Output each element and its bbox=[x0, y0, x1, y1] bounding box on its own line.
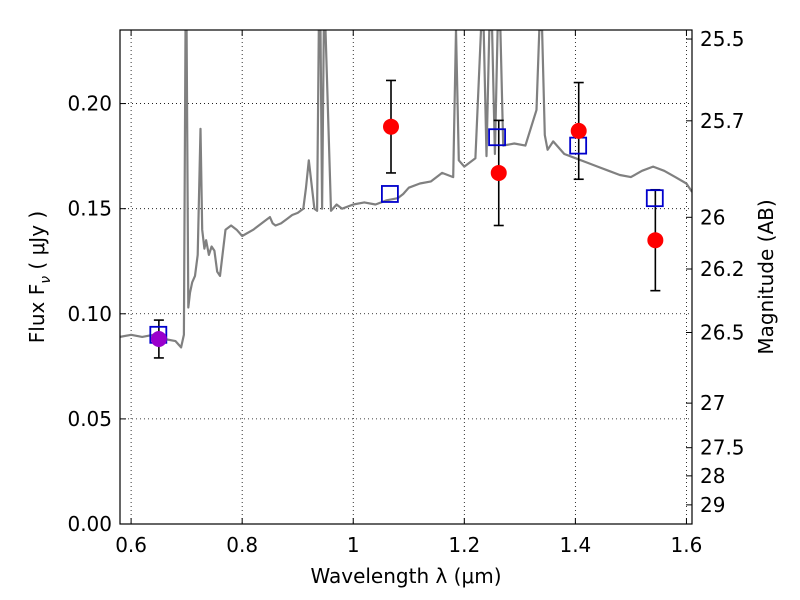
plot-clipped-group bbox=[120, 30, 692, 359]
y-tick-label: 0.00 bbox=[67, 512, 112, 536]
plot-frame bbox=[119, 29, 693, 525]
y2-tick-label: 28 bbox=[700, 464, 725, 488]
tick-layer: 0.6 0.8 1 1.2 1.4 1.6 0.00 0.05 0.10 0.15 0.20 25.5… bbox=[67, 27, 744, 557]
x-tick-label: 1.6 bbox=[671, 533, 703, 557]
model-square-marker bbox=[488, 128, 506, 147]
y2-tick-label: 27.5 bbox=[700, 436, 745, 460]
x-axis-label: Wavelength λ (μm) bbox=[310, 564, 501, 588]
x-tick-label: 0.8 bbox=[226, 533, 258, 557]
observed-point-marker bbox=[570, 122, 587, 139]
plot-layer bbox=[120, 30, 692, 359]
model-square-marker bbox=[645, 189, 664, 208]
y-tick-label: 0.10 bbox=[67, 302, 112, 326]
y-axis-label-unit: ( μJy ) bbox=[25, 211, 49, 276]
observed-point-marker bbox=[383, 118, 400, 135]
y2-tick-label: 25.5 bbox=[700, 27, 745, 51]
y2-tick-label: 29 bbox=[700, 493, 725, 517]
y2-tick-label: 26.2 bbox=[700, 257, 745, 281]
y2-tick-label: 25.7 bbox=[700, 109, 745, 133]
observed-point-marker bbox=[150, 331, 167, 348]
x-tick-label: 0.6 bbox=[115, 533, 147, 557]
y2-tick-label: 26 bbox=[700, 205, 725, 229]
model-square-marker bbox=[380, 185, 399, 203]
x-tick-label: 1 bbox=[347, 533, 360, 557]
y2-tick-label: 26.5 bbox=[700, 320, 745, 344]
y-tick-label: 0.05 bbox=[67, 407, 112, 431]
spectrum-line bbox=[120, 30, 692, 349]
y2-tick-label: 27 bbox=[700, 391, 725, 415]
y-tick-label: 0.15 bbox=[67, 197, 112, 221]
y2-axis-label: Magnitude (AB) bbox=[754, 199, 778, 354]
y-axis-label: Flux Fν ( μJy ) bbox=[25, 211, 54, 343]
x-tick-label: 1.4 bbox=[559, 533, 591, 557]
y-axis-label-main: Flux F bbox=[25, 284, 49, 343]
y-axis-label-subscript: ν bbox=[38, 276, 54, 284]
observed-point-marker bbox=[647, 232, 664, 249]
observed-point-marker bbox=[490, 164, 507, 181]
y-tick-label: 0.20 bbox=[67, 92, 112, 116]
x-tick-label: 1.2 bbox=[448, 533, 480, 557]
